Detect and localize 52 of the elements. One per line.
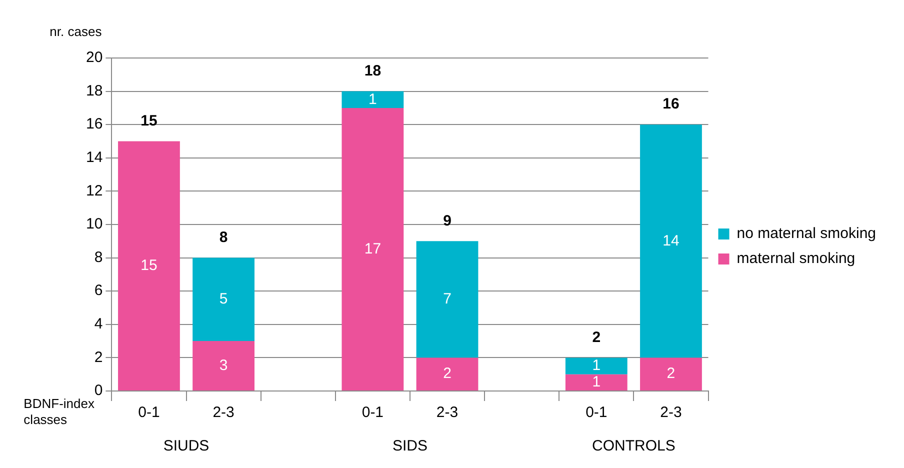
data-label: 1 [592, 357, 601, 374]
total-label: 9 [443, 212, 452, 230]
y-tick-label: 8 [94, 248, 103, 266]
data-label: 17 [364, 240, 382, 258]
data-label: 1 [592, 374, 601, 391]
legend-label: no maternal smoking [736, 225, 876, 242]
y-tick-label: 0 [94, 382, 103, 400]
y-tick-label: 14 [86, 149, 103, 166]
y-tick-label: 18 [86, 82, 103, 100]
data-label: 5 [219, 290, 228, 308]
text: CONTROLS [592, 438, 676, 455]
bar [342, 108, 404, 390]
y-tick-label: 2 [94, 348, 103, 366]
total-label: 8 [219, 228, 228, 246]
y-tick-label: 16 [86, 116, 103, 133]
x-tick-label: 2-3 [436, 404, 458, 422]
bar [640, 124, 702, 358]
text: SIDS [392, 438, 428, 455]
data-label: 14 [662, 232, 680, 250]
bar [565, 374, 628, 390]
y-tick-label: 4 [94, 316, 103, 333]
bar [416, 241, 478, 358]
bar [640, 358, 702, 390]
y-tick-label: 20 [86, 49, 103, 66]
x-tick-label: 0-1 [138, 404, 160, 422]
data-label: 1 [368, 90, 377, 108]
x-tick-label: 2-3 [660, 404, 682, 422]
y-axis-title: nr. cases [50, 24, 102, 39]
bar [416, 358, 478, 390]
x-tick-label: 0-1 [362, 404, 384, 422]
y-tick-label: 6 [94, 282, 103, 300]
data-label: 7 [443, 290, 452, 308]
total-label: 18 [364, 62, 382, 80]
total-label: 2 [592, 328, 601, 346]
bar [192, 341, 254, 390]
data-label: 2 [443, 365, 452, 382]
legend-label: maternal smoking [736, 250, 856, 268]
bar [565, 358, 628, 374]
x-tick-label: 2-3 [212, 404, 234, 422]
text: SIUDS [163, 438, 210, 455]
total-label: 16 [662, 96, 680, 113]
data-label: 2 [666, 365, 676, 382]
total-label: 15 [140, 112, 158, 130]
bar [342, 91, 404, 108]
y-tick-label: 10 [86, 216, 103, 233]
bar [192, 258, 254, 342]
y-tick-label: 12 [86, 182, 103, 200]
x-tick-label: 0-1 [586, 404, 608, 422]
data-label: 3 [219, 356, 228, 374]
data-label: 15 [140, 257, 158, 274]
x-axis-title: BDNF-index classes [24, 396, 95, 427]
bar [118, 141, 180, 390]
